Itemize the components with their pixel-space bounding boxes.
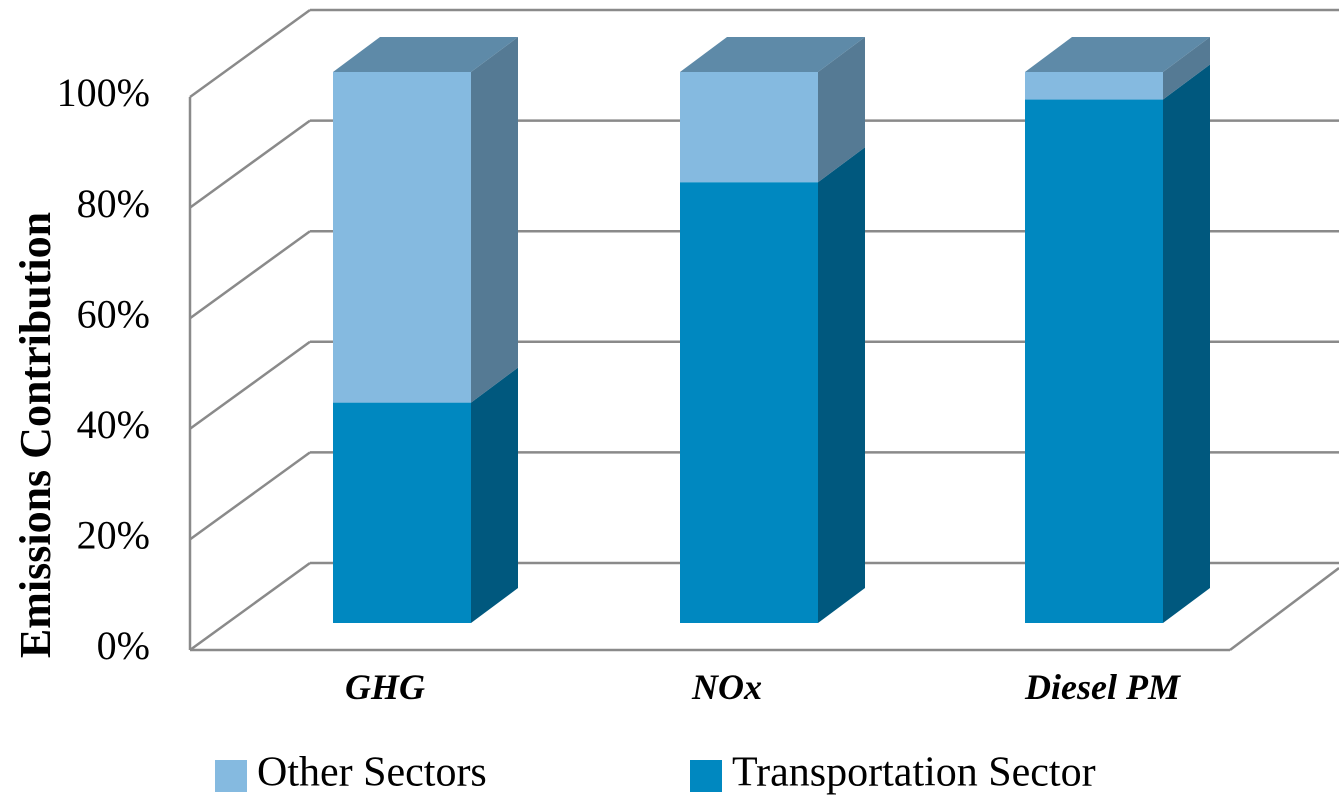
legend-swatch xyxy=(690,760,722,792)
grid-line xyxy=(189,340,311,430)
grid-line xyxy=(189,451,311,541)
y-tick-label: 60% xyxy=(77,291,150,336)
y-tick-label: 100% xyxy=(57,70,150,115)
y-axis-title: Emissions Contribution xyxy=(11,212,60,658)
bar-segment xyxy=(333,402,471,623)
bar-segment xyxy=(1025,99,1163,624)
x-tick-label: NOx xyxy=(692,667,762,707)
bar-top xyxy=(680,37,865,72)
floor-edge xyxy=(1229,567,1339,651)
x-tick-label: Diesel PM xyxy=(1025,667,1180,707)
bar-side xyxy=(471,367,518,623)
bar-top xyxy=(1025,37,1210,72)
y-tick-label: 20% xyxy=(77,513,150,558)
grid-line xyxy=(189,119,311,209)
bar-segment xyxy=(1025,72,1163,100)
y-tick-label: 80% xyxy=(77,181,150,226)
bar-segment xyxy=(680,182,818,623)
bar-side xyxy=(818,147,865,623)
grid-line xyxy=(189,561,311,652)
bar-side xyxy=(818,37,865,183)
legend-label: Other Sectors xyxy=(257,750,487,796)
y-tick-label: 40% xyxy=(77,402,150,447)
x-tick-label: GHG xyxy=(345,667,425,707)
legend-swatch xyxy=(215,760,247,792)
y-tick-label: 0% xyxy=(97,623,150,668)
bar-segment xyxy=(333,72,471,403)
grid-line xyxy=(189,230,311,320)
bar-segment xyxy=(680,72,818,183)
bar-side xyxy=(1163,37,1210,100)
bar-side xyxy=(1163,64,1210,624)
bar-side xyxy=(471,37,518,403)
bar-top xyxy=(333,37,518,72)
legend-label: Transportation Sector xyxy=(732,750,1096,796)
grid-line xyxy=(189,8,311,99)
